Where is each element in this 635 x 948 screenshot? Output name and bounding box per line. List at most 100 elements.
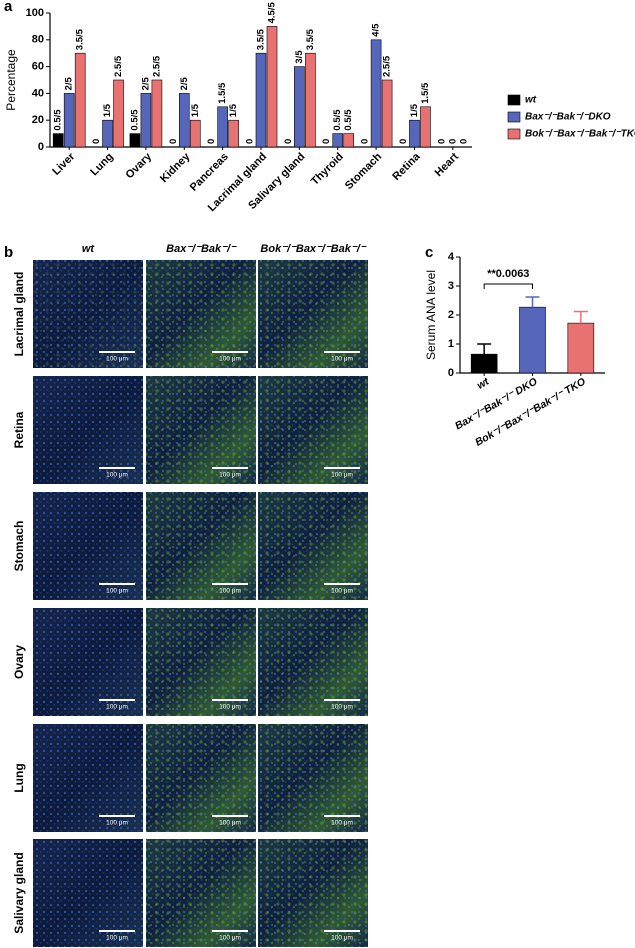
scale-bar-label: 100 μm xyxy=(106,588,128,595)
column-header: wt xyxy=(82,243,96,255)
bar xyxy=(178,93,190,148)
y-tick-label: 40 xyxy=(32,87,44,99)
bar xyxy=(332,133,344,148)
data-label: 2/5 xyxy=(64,76,75,90)
legend-swatch xyxy=(507,111,521,123)
x-tick-label: Heart xyxy=(433,150,462,179)
data-label: 0.5/5 xyxy=(129,109,140,131)
scale-bar-label: 100 μm xyxy=(331,820,353,827)
data-label: 0 xyxy=(91,139,102,144)
data-label: 3.5/5 xyxy=(305,28,316,50)
micrograph-nuclei xyxy=(33,608,143,716)
bar xyxy=(151,79,163,148)
data-label: 2/5 xyxy=(140,76,151,90)
data-label: 0 xyxy=(398,139,409,144)
scale-bar-label: 100 μm xyxy=(219,935,241,942)
bar xyxy=(470,353,498,374)
y-tick-label: 0 xyxy=(448,367,454,379)
data-label: 3.5/5 xyxy=(256,28,267,50)
micrograph-signal xyxy=(258,260,368,368)
bar xyxy=(305,52,316,148)
data-label: 0 xyxy=(447,139,458,144)
data-label: 4/5 xyxy=(371,23,382,37)
y-tick-label: 0 xyxy=(38,141,44,153)
bar xyxy=(228,119,239,148)
data-label: 0.5/5 xyxy=(53,109,64,131)
data-label: 0 xyxy=(321,139,332,144)
scale-bar-label: 100 μm xyxy=(219,820,241,827)
y-tick-label: 4 xyxy=(448,251,455,263)
x-tick-label: Thyroid xyxy=(309,151,346,188)
legend-swatch xyxy=(507,128,521,140)
bar xyxy=(102,119,113,148)
bar xyxy=(266,26,278,148)
panel-label: b xyxy=(4,244,13,261)
bar xyxy=(189,119,201,148)
bar xyxy=(113,79,124,148)
x-tick-label: Stomach xyxy=(343,151,385,193)
x-tick-label: Ovary xyxy=(124,150,155,181)
bar xyxy=(52,133,64,148)
micrograph-signal xyxy=(146,492,256,600)
micrograph-nuclei xyxy=(33,492,143,600)
data-label: 2.5/5 xyxy=(382,55,393,77)
scale-bar-label: 100 μm xyxy=(331,935,353,942)
data-label: 1/5 xyxy=(409,103,420,117)
micrograph-signal xyxy=(146,839,256,947)
data-label: 0.5/5 xyxy=(332,109,343,131)
bar xyxy=(217,106,228,148)
micrograph-signal xyxy=(146,376,256,484)
bar xyxy=(140,93,152,148)
data-label: 0 xyxy=(245,139,256,144)
bar xyxy=(409,119,420,148)
legend-swatch xyxy=(507,94,521,106)
y-tick-label: 3 xyxy=(448,280,454,292)
bar xyxy=(567,322,595,374)
data-label: 2/5 xyxy=(179,76,190,90)
data-label: 1/5 xyxy=(228,103,239,117)
y-tick-label: 60 xyxy=(32,61,44,73)
row-label: Salivary gland xyxy=(12,852,26,933)
scale-bar-label: 100 μm xyxy=(331,356,353,363)
scale-bar-label: 100 μm xyxy=(219,356,241,363)
scale-bar-label: 100 μm xyxy=(106,820,128,827)
scale-bar-label: 100 μm xyxy=(219,472,241,479)
bar xyxy=(343,133,355,148)
micrograph-signal xyxy=(146,260,256,368)
row-label: Retina xyxy=(12,411,26,448)
panel-label: c xyxy=(425,244,433,261)
x-tick-label: Kidney xyxy=(158,150,193,185)
micrograph-signal xyxy=(258,376,368,484)
significance-bracket xyxy=(483,283,533,289)
data-label: 2.5/5 xyxy=(113,55,124,77)
row-label: Stomach xyxy=(12,521,26,572)
y-tick-label: 1 xyxy=(448,338,454,350)
micrograph-nuclei xyxy=(33,376,143,484)
x-tick-label: Retina xyxy=(390,150,423,183)
data-label: 3/5 xyxy=(294,50,305,64)
bar xyxy=(381,79,393,148)
scale-bar-label: 100 μm xyxy=(106,472,128,479)
data-label: 2.5/5 xyxy=(151,55,162,77)
y-tick-label: 80 xyxy=(32,34,44,46)
bar xyxy=(129,133,141,148)
micrograph-signal xyxy=(146,724,256,832)
data-label: 1/5 xyxy=(190,103,201,117)
bar xyxy=(370,39,382,148)
micrograph-nuclei xyxy=(33,724,143,832)
bar xyxy=(63,93,75,148)
x-tick-label: Lung xyxy=(88,151,115,178)
x-tick-label: wt xyxy=(475,375,492,391)
legend-label: Bax⁻/⁻Bak⁻/⁻DKO xyxy=(525,112,611,123)
scale-bar-label: 100 μm xyxy=(219,588,241,595)
y-axis-label: Percentage xyxy=(4,49,18,111)
data-label: 0 xyxy=(206,139,217,144)
data-label: 4.5/5 xyxy=(267,2,278,24)
scale-bar-label: 100 μm xyxy=(106,356,128,363)
data-label: 0 xyxy=(436,139,447,144)
bar xyxy=(74,52,86,148)
scale-bar-label: 100 μm xyxy=(331,588,353,595)
bar xyxy=(255,52,267,148)
legend-label: Bok⁻/⁻Bax⁻/⁻Bak⁻/⁻TKO xyxy=(525,129,635,140)
